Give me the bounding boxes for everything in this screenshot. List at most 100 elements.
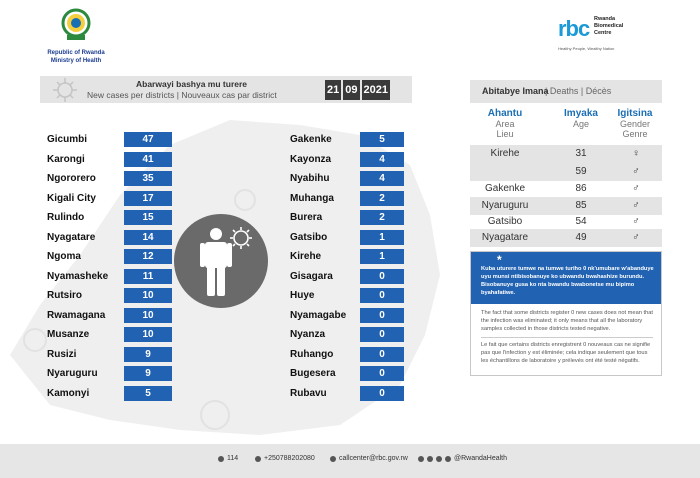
twitter-icon xyxy=(418,456,424,462)
district-name: Nyamasheke xyxy=(47,270,109,282)
district-row: Bugesera 0 xyxy=(290,366,404,382)
district-name: Ngororero xyxy=(47,173,96,184)
district-name: Nyanza xyxy=(290,329,326,340)
death-row: Gatsibo 54 ♂ xyxy=(470,213,662,231)
note-kinyarwanda: Kuba uturere tumwe na tumwe turiho 0 nk'… xyxy=(481,266,654,296)
virus-icon xyxy=(53,78,77,102)
death-gender: ♂ xyxy=(632,232,640,243)
death-row: Nyaruguru 85 ♂ xyxy=(470,197,662,215)
footer-email: callcenter@rbc.gov.rw xyxy=(330,454,408,464)
district-name: Gatsibo xyxy=(290,231,328,243)
person-icon xyxy=(200,227,252,296)
district-name: Ngoma xyxy=(47,251,81,262)
new-cases-value: 0 xyxy=(360,307,404,323)
note-divider xyxy=(481,337,653,338)
district-row: Nyamagabe 0 xyxy=(290,307,404,324)
new-cases-value: 0 xyxy=(360,288,404,303)
footer-hotline: 114 xyxy=(218,454,238,464)
district-row: Kayonza 4 xyxy=(290,151,404,168)
district-name: Gisagara xyxy=(290,270,333,282)
district-row: Nyamasheke 11 xyxy=(47,268,172,285)
note-box: * Kuba uturere tumwe na tumwe turiho 0 n… xyxy=(470,251,662,376)
death-gender: ♂ xyxy=(632,216,640,227)
district-row: Ruhango 0 xyxy=(290,346,404,363)
new-cases-value: 10 xyxy=(124,327,172,342)
district-row: Gicumbi 47 xyxy=(47,132,172,148)
new-cases-value: 14 xyxy=(124,229,172,245)
new-cases-value: 2 xyxy=(360,210,404,225)
new-cases-value: 41 xyxy=(124,151,172,167)
district-name: Nyamagabe xyxy=(290,309,347,321)
district-row: Gisagara 0 xyxy=(290,268,404,285)
death-age: 31 xyxy=(575,148,587,159)
death-row: Nyagatare 49 ♂ xyxy=(470,229,662,247)
district-name: Kirehe xyxy=(290,251,322,262)
patient-figure xyxy=(174,214,268,308)
new-cases-value: 17 xyxy=(124,190,172,206)
deaths-header: Abitabye Imana | Deaths | Décès xyxy=(470,80,662,103)
new-cases-value: 5 xyxy=(124,385,172,401)
new-cases-value: 11 xyxy=(124,268,172,284)
district-name: Burera xyxy=(290,212,323,223)
death-gender: ♂ xyxy=(632,183,640,194)
rbc-wordmark: rbc xyxy=(558,16,590,41)
note-highlight: * Kuba uturere tumwe na tumwe turiho 0 n… xyxy=(471,252,661,304)
email-icon xyxy=(330,456,336,462)
rbc-fullname: Rwanda Biomedical Centre xyxy=(594,16,624,36)
district-name: Kigali City xyxy=(47,192,96,204)
death-age: 59 xyxy=(575,166,587,177)
death-gender: ♂ xyxy=(632,166,640,177)
district-row: Rwamagana 10 xyxy=(47,307,172,324)
footer: 114 +250788202080 callcenter@rbc.gov.rw … xyxy=(0,444,700,478)
district-row: Gatsibo 1 xyxy=(290,229,404,246)
district-row: Huye 0 xyxy=(290,288,404,304)
district-name: Nyaruguru xyxy=(47,368,98,379)
new-cases-value: 47 xyxy=(124,132,172,147)
district-name: Huye xyxy=(290,290,315,301)
district-row: Rutsiro 10 xyxy=(47,288,172,304)
death-area: Nyagatare xyxy=(481,232,529,243)
new-cases-value: 5 xyxy=(360,132,404,147)
new-cases-value: 10 xyxy=(124,307,172,323)
new-cases-value: 0 xyxy=(360,366,404,381)
death-gender: ♀ xyxy=(632,148,640,159)
youtube-icon xyxy=(445,456,451,462)
district-name: Rulindo xyxy=(47,212,85,223)
instagram-icon xyxy=(436,456,442,462)
title-kinyarwanda: Abarwayi bashya mu turere xyxy=(136,79,248,89)
district-row: Rulindo 15 xyxy=(47,210,172,226)
district-row: Nyanza 0 xyxy=(290,327,404,343)
date-day: 21 xyxy=(325,80,342,100)
district-name: Rutsiro xyxy=(47,290,82,301)
district-row: Muhanga 2 xyxy=(290,190,404,207)
footer-social: @RwandaHealth xyxy=(418,454,507,464)
district-name: Bugesera xyxy=(290,368,336,379)
district-row: Nyagatare 14 xyxy=(47,229,172,246)
district-name: Kamonyi xyxy=(47,387,90,399)
footer-phone: +250788202080 xyxy=(255,454,315,464)
district-name: Gicumbi xyxy=(47,134,88,145)
death-gender: ♂ xyxy=(632,200,640,211)
death-age: 54 xyxy=(575,216,587,227)
district-row: Nyabihu 4 xyxy=(290,171,404,187)
new-cases-value: 9 xyxy=(124,366,172,381)
district-row: Ngoma 12 xyxy=(47,249,172,265)
asterisk: * xyxy=(497,253,502,267)
new-cases-value: 12 xyxy=(124,249,172,264)
district-row: Rusizi 9 xyxy=(47,346,172,363)
government-logo-block: Republic of Rwanda Ministry of Health xyxy=(40,8,112,65)
death-row: Gakenke 86 ♂ xyxy=(470,180,662,198)
title-en-fr: New cases per districts | Nouveaux cas p… xyxy=(87,90,277,100)
district-row: Nyaruguru 9 xyxy=(47,366,172,382)
district-name: Kayonza xyxy=(290,153,332,165)
district-row: Kirehe 1 xyxy=(290,249,404,265)
district-row: Kamonyi 5 xyxy=(47,385,172,402)
district-name: Nyagatare xyxy=(47,231,96,243)
district-row: Ngororero 35 xyxy=(47,171,172,187)
district-name: Nyabihu xyxy=(290,173,330,184)
date-year: 2021 xyxy=(361,80,390,100)
new-cases-value: 1 xyxy=(360,229,404,245)
district-name: Rusizi xyxy=(47,348,77,360)
death-area: Gakenke xyxy=(484,183,526,194)
district-row: Kigali City 17 xyxy=(47,190,172,207)
